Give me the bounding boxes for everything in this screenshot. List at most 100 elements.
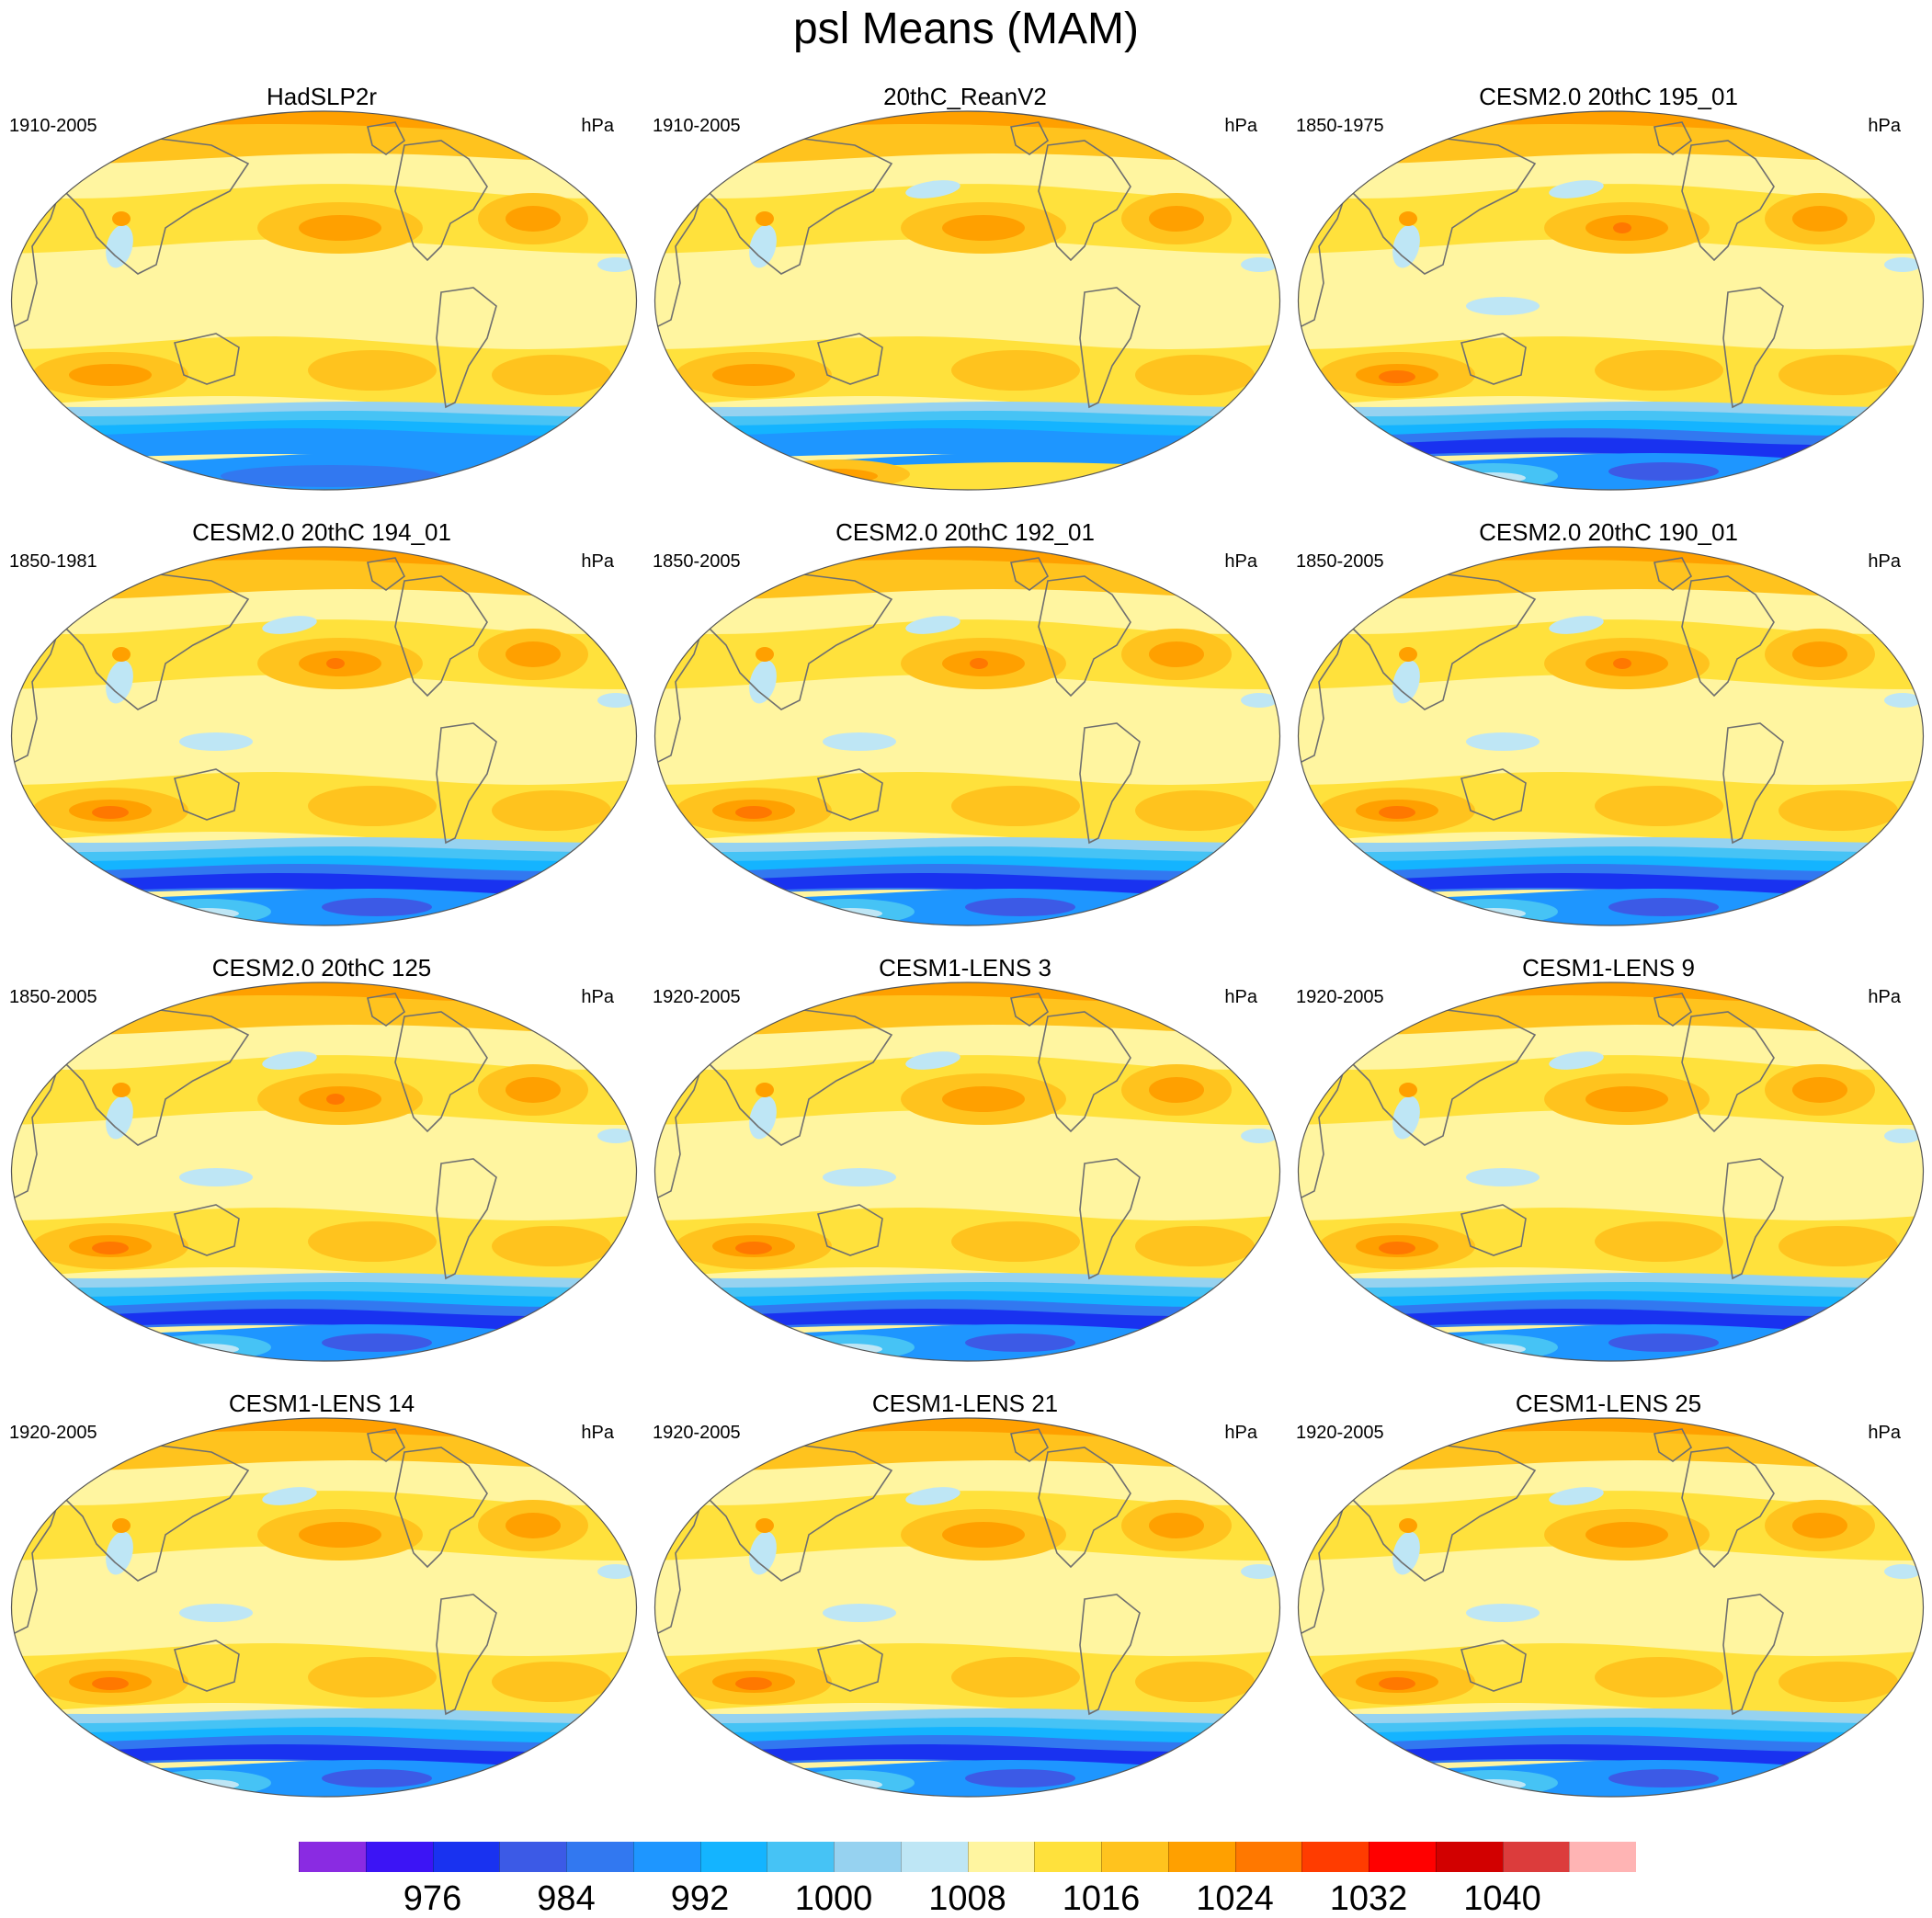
coastline — [1038, 1011, 1131, 1133]
coastline — [63, 135, 250, 275]
coastline — [1460, 333, 1527, 385]
colorbar-swatch — [632, 1842, 700, 1872]
coastline — [1681, 1011, 1775, 1133]
panel-units: hPa — [581, 987, 614, 1007]
colorbar: 976 984 992 1000 1008 1016 1024 1032 1040 — [299, 1842, 1636, 1918]
colorbar-tick-label: 984 — [537, 1879, 596, 1918]
colorbar-boxes — [299, 1842, 1636, 1872]
coastline — [63, 1006, 250, 1146]
map-panel: CESM2.0 20thC 190_01 1850-2005 hPa — [1287, 516, 1930, 952]
panel-units: hPa — [1224, 116, 1257, 136]
world-map — [10, 1417, 638, 1798]
coastline — [367, 993, 406, 1027]
panel-title: CESM2.0 20thC 192_01 — [835, 518, 1095, 546]
colorbar-swatch — [432, 1842, 500, 1872]
map-panel: CESM2.0 20thC 195_01 1850-1975 hPa — [1287, 81, 1930, 516]
coastline — [707, 135, 893, 275]
colorbar-swatch — [1167, 1842, 1235, 1872]
panel-title: CESM2.0 20thC 195_01 — [1479, 83, 1738, 110]
panel-years: 1850-2005 — [1296, 551, 1384, 572]
coastline — [367, 1428, 406, 1462]
colorbar-tick-label: 992 — [670, 1879, 730, 1918]
coastline — [394, 140, 488, 262]
coastline — [1038, 575, 1131, 698]
colorbar-swatch — [1301, 1842, 1369, 1872]
coastline — [1350, 1442, 1537, 1582]
coastline — [816, 1640, 883, 1692]
coastline — [1722, 287, 1784, 409]
map-panel: CESM1-LENS 3 1920-2005 hPa — [643, 952, 1287, 1388]
panel-units: hPa — [581, 116, 614, 136]
world-map — [1297, 546, 1925, 926]
panel-years: 1920-2005 — [1296, 1423, 1384, 1443]
coastline — [1681, 575, 1775, 698]
colorbar-swatch — [499, 1842, 566, 1872]
coastline — [394, 1447, 488, 1569]
colorbar-swatch — [1101, 1842, 1168, 1872]
panel-title: CESM1-LENS 14 — [228, 1390, 415, 1417]
panel-title: CESM2.0 20thC 125 — [211, 954, 432, 982]
panel-years: 1910-2005 — [653, 116, 741, 136]
panel-title: CESM1-LENS 3 — [879, 954, 1051, 982]
world-map — [653, 110, 1281, 491]
panel-title: CESM2.0 20thC 194_01 — [192, 518, 451, 546]
coastline — [173, 1204, 240, 1256]
world-map — [10, 546, 638, 926]
colorbar-swatch — [1034, 1842, 1101, 1872]
coastline — [1079, 722, 1141, 845]
panel-units: hPa — [1868, 116, 1901, 136]
panel-title: CESM1-LENS 25 — [1515, 1390, 1702, 1417]
coastline — [1460, 768, 1527, 821]
panel-years: 1850-1981 — [9, 551, 97, 572]
panel-title: 20thC_ReanV2 — [883, 83, 1047, 110]
panel-years: 1920-2005 — [1296, 987, 1384, 1007]
coastline — [1722, 722, 1784, 845]
map-panel: CESM1-LENS 14 1920-2005 hPa — [0, 1388, 643, 1823]
map-outline — [10, 982, 638, 1362]
coastline — [173, 333, 240, 385]
coastline — [367, 557, 406, 591]
panel-title: CESM1-LENS 21 — [871, 1390, 1059, 1417]
world-map — [10, 982, 638, 1362]
coastline — [1079, 1594, 1141, 1716]
panel-years: 1920-2005 — [653, 987, 741, 1007]
coastline — [436, 287, 497, 409]
world-map — [1297, 982, 1925, 1362]
map-outline — [653, 546, 1281, 926]
psl-field — [654, 982, 1280, 1361]
panel-years: 1910-2005 — [9, 116, 97, 136]
coastline — [816, 1204, 883, 1256]
map-panel: 20thC_ReanV2 1910-2005 hPa — [643, 81, 1287, 516]
map-panel: CESM2.0 20thC 194_01 1850-1981 hPa — [0, 516, 643, 952]
figure-title: psl Means (MAM) — [792, 5, 1140, 53]
coastline — [1681, 1447, 1775, 1569]
map-panel: CESM2.0 20thC 192_01 1850-2005 hPa — [643, 516, 1287, 952]
panel-units: hPa — [1224, 1423, 1257, 1443]
panel-years: 1850-2005 — [9, 987, 97, 1007]
world-map — [1297, 110, 1925, 491]
coastline — [436, 1158, 497, 1280]
coastline — [1038, 1447, 1131, 1569]
map-outline — [1297, 546, 1925, 926]
world-map — [1297, 1417, 1925, 1798]
coastline — [1038, 140, 1131, 262]
colorbar-swatch — [1569, 1842, 1636, 1872]
coastline — [1654, 993, 1693, 1027]
coastline — [1350, 135, 1537, 275]
coastline — [1010, 993, 1050, 1027]
coastline — [394, 575, 488, 698]
colorbar-swatch — [834, 1842, 901, 1872]
coastline — [1350, 1006, 1537, 1146]
coastline — [173, 1640, 240, 1692]
coastline — [63, 1442, 250, 1582]
coastline — [436, 1594, 497, 1716]
panel-units: hPa — [1868, 1423, 1901, 1443]
colorbar-tick-label: 1008 — [928, 1879, 1006, 1918]
coastline — [63, 571, 250, 710]
world-map — [10, 110, 638, 491]
coastline — [1079, 1158, 1141, 1280]
coastline — [1722, 1594, 1784, 1716]
coastline — [816, 768, 883, 821]
panel-units: hPa — [581, 1423, 614, 1443]
map-panel: CESM1-LENS 9 1920-2005 hPa — [1287, 952, 1930, 1388]
